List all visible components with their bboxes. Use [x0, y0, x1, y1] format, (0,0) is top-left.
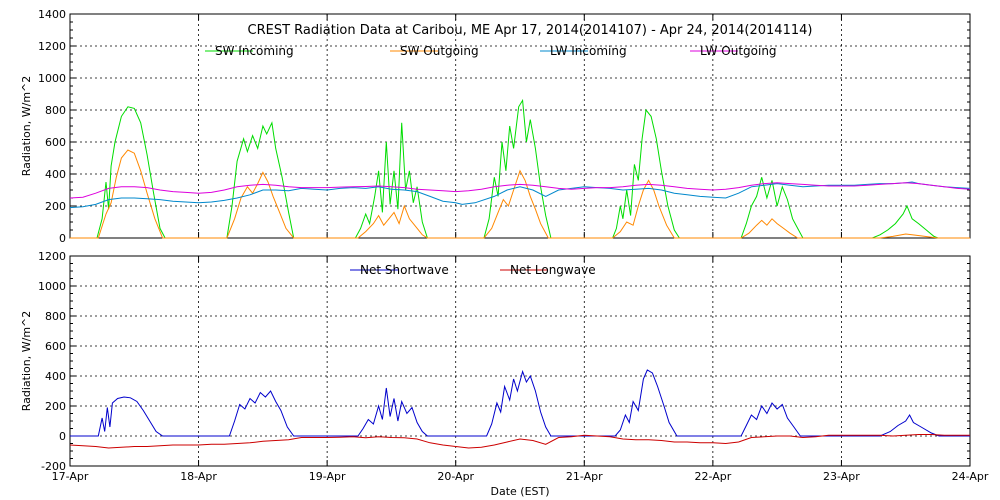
y-tick-label: 0	[59, 430, 66, 443]
x-tick-label: 19-Apr	[309, 470, 346, 483]
y-tick-label: 1400	[38, 8, 66, 21]
bottom-panel: -200 0 200 400 600 800 1000 1200 17-Apr 18-Apr 19…	[20, 250, 989, 498]
bottom-plot-frame	[69, 255, 971, 467]
y-tick-label: 200	[45, 200, 66, 213]
x-tick-label: 17-Apr	[52, 470, 89, 483]
series-line-sw-incoming	[70, 98, 970, 239]
x-tick-label: 20-Apr	[437, 470, 474, 483]
series-line-lw-incoming	[69, 181, 971, 209]
y-tick-label: -200	[41, 460, 66, 473]
y-tick-label: 800	[45, 104, 66, 117]
legend-label: SW Incoming	[215, 44, 294, 58]
y-tick-label: 1200	[38, 250, 66, 263]
x-tick-label: 24-Apr	[952, 470, 989, 483]
chart-title: CREST Radiation Data at Caribou, ME Apr …	[248, 23, 813, 38]
y-tick-label: 400	[45, 370, 66, 383]
series-line-net-shortwave	[70, 369, 970, 437]
bottom-x-ticks: 17-Apr 18-Apr 19-Apr 20-Apr 21-Apr 22-Apr 23-A…	[52, 470, 989, 483]
bottom-series	[69, 369, 970, 449]
top-y-ticks: 0 200 400 600 800 1000 1200 1400	[38, 8, 970, 245]
top-panel: 0 200 400 600 800 1000 1200 1400 CREST Radiatio…	[20, 8, 971, 245]
series-line-net-longwave	[69, 434, 970, 449]
y-tick-label: 400	[45, 168, 66, 181]
y-tick-label: 600	[45, 136, 66, 149]
top-plot-frame	[69, 13, 971, 239]
legend-label: LW Incoming	[550, 44, 627, 58]
legend-label: LW Outgoing	[700, 44, 777, 58]
top-series	[69, 98, 971, 239]
series-line-lw-outgoing	[69, 182, 971, 199]
series-line-sw-outgoing	[70, 149, 970, 239]
bottom-legend: Net Shortwave Net Longwave	[350, 263, 596, 277]
top-grid	[69, 14, 971, 238]
y-tick-label: 1000	[38, 72, 66, 85]
y-tick-label: 1200	[38, 40, 66, 53]
y-tick-label: 1000	[38, 280, 66, 293]
y-tick-label: 800	[45, 310, 66, 323]
y-tick-label: 600	[45, 340, 66, 353]
x-tick-label: 23-Apr	[823, 470, 860, 483]
y-tick-label: 200	[45, 400, 66, 413]
x-tick-label: 18-Apr	[180, 470, 217, 483]
legend-label: SW Outgoing	[400, 44, 479, 58]
top-y-axis-label: Radiation, W/m^2	[20, 76, 33, 177]
bottom-grid	[69, 256, 971, 466]
bottom-y-axis-label: Radiation, W/m^2	[20, 311, 33, 412]
y-tick-label: 0	[59, 232, 66, 245]
legend-label: Net Longwave	[510, 263, 596, 277]
x-tick-label: 21-Apr	[566, 470, 603, 483]
bottom-y-ticks: -200 0 200 400 600 800 1000 1200	[38, 250, 970, 473]
x-tick-label: 22-Apr	[694, 470, 731, 483]
top-legend: SW Incoming SW Outgoing LW Incoming LW Outg…	[205, 44, 777, 58]
legend-label: Net Shortwave	[360, 263, 449, 277]
x-axis-label: Date (EST)	[490, 485, 549, 498]
